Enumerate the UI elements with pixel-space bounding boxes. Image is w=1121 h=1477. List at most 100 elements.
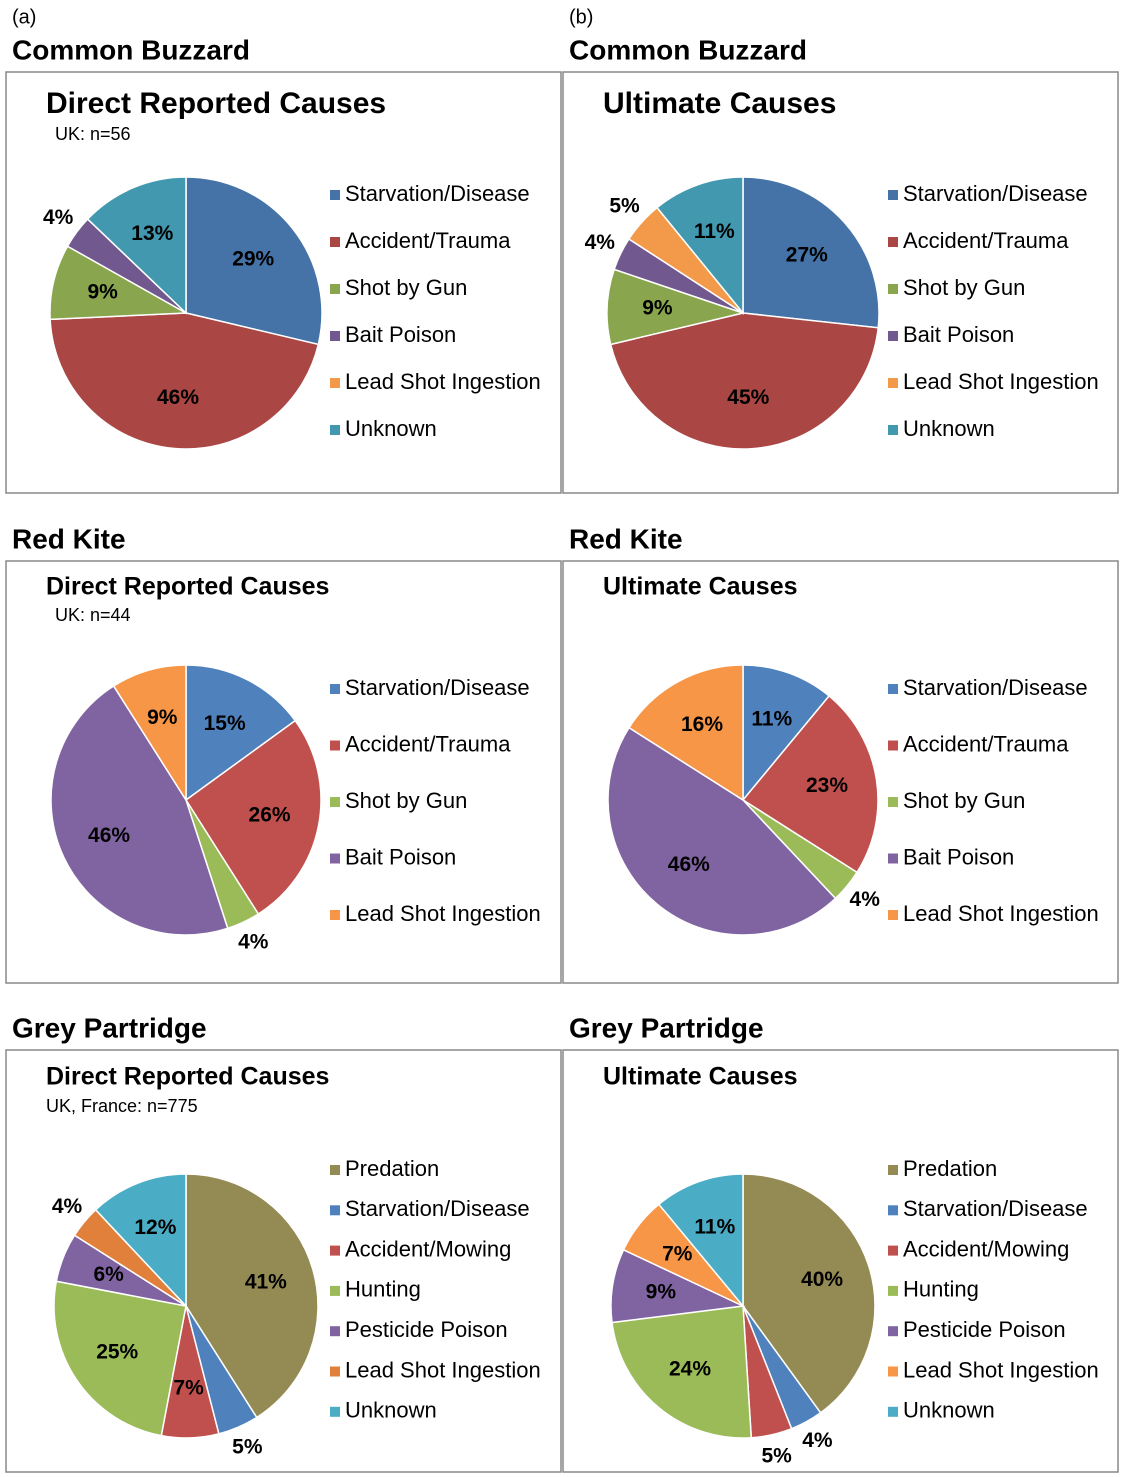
legend-swatch (888, 1366, 898, 1377)
legend-label: Starvation/Disease (903, 1196, 1088, 1221)
legend-swatch (330, 378, 340, 388)
data-label: 12% (134, 1216, 176, 1239)
panel-label: (b) (569, 6, 593, 28)
data-label: 41% (245, 1270, 287, 1293)
data-label: 4% (52, 1195, 83, 1218)
data-label: 13% (131, 222, 173, 245)
species-heading: Common Buzzard (569, 34, 807, 65)
pie-slice (627, 664, 744, 802)
legend-swatch (888, 910, 898, 920)
legend-swatch (330, 797, 340, 807)
legend-label: Accident/Trauma (903, 228, 1069, 253)
pie-slice (657, 1173, 744, 1309)
pie-slice (741, 694, 879, 874)
chart-subtitle: UK: n=44 (55, 605, 131, 625)
data-label: 40% (801, 1268, 843, 1291)
data-label: 9% (646, 1281, 677, 1304)
pie-slice (611, 1305, 753, 1439)
legend-label: Bait Poison (903, 322, 1014, 347)
legend-swatch (888, 1285, 898, 1296)
data-label: 24% (669, 1358, 711, 1381)
data-label: 11% (694, 220, 735, 243)
data-label: 16% (681, 713, 723, 736)
chart-title: Direct Reported Causes (46, 87, 386, 120)
species-heading: Red Kite (569, 523, 683, 554)
pie-slice (185, 1173, 319, 1419)
pie-slice (742, 1173, 876, 1414)
data-label: 4% (850, 888, 881, 911)
legend-label: Hunting (903, 1277, 979, 1302)
legend-label: Bait Poison (903, 844, 1014, 869)
legend-label: Hunting (345, 1277, 421, 1302)
legend-label: Shot by Gun (903, 788, 1025, 813)
legend-label: Accident/Mowing (345, 1236, 511, 1261)
data-label: 7% (662, 1243, 693, 1266)
panel-box (5, 1049, 562, 1473)
legend-label: Predation (903, 1156, 997, 1181)
panel-box (5, 71, 562, 494)
panel-box (562, 1049, 1119, 1473)
data-label: 29% (232, 247, 274, 270)
data-label: 46% (88, 824, 130, 847)
data-label: 4% (238, 930, 269, 953)
legend-swatch (888, 425, 898, 435)
legend-label: Lead Shot Ingestion (903, 1357, 1099, 1382)
legend-label: Lead Shot Ingestion (345, 901, 541, 926)
data-label: 4% (585, 231, 616, 254)
legend-swatch (888, 331, 898, 341)
chart-title: Ultimate Causes (603, 1063, 798, 1091)
legend-label: Bait Poison (345, 322, 456, 347)
legend-swatch (330, 1165, 340, 1175)
legend-label: Unknown (345, 416, 437, 441)
chart-title: Direct Reported Causes (46, 1063, 329, 1091)
legend-label: Accident/Trauma (345, 228, 511, 253)
data-label: 11% (751, 708, 792, 731)
legend-swatch (888, 1245, 898, 1256)
pie-slice (609, 312, 880, 450)
legend-label: Pesticide Poison (345, 1317, 508, 1342)
data-label: 4% (43, 206, 74, 229)
legend-swatch (330, 1245, 340, 1256)
pie-slice (185, 664, 297, 802)
data-label: 5% (232, 1435, 263, 1458)
legend-label: Starvation/Disease (345, 181, 530, 206)
pie-slice (655, 176, 744, 316)
pie-slice (49, 312, 320, 450)
legend-swatch (888, 1406, 898, 1417)
data-label: 4% (802, 1429, 833, 1452)
data-label: 46% (157, 386, 199, 409)
panel-box (562, 71, 1119, 494)
panel-box (5, 560, 562, 984)
legend-swatch (888, 190, 898, 200)
panel-label: (a) (12, 6, 36, 28)
legend-label: Accident/Mowing (903, 1236, 1069, 1261)
pie-slice (742, 664, 831, 803)
pie-slice (607, 726, 837, 936)
legend-swatch (330, 1285, 340, 1296)
chart-subtitle: UK: n=56 (55, 124, 131, 144)
data-label: 5% (609, 194, 640, 217)
data-label: 15% (204, 712, 246, 735)
species-heading: Grey Partridge (12, 1012, 207, 1043)
legend-label: Accident/Trauma (903, 731, 1069, 756)
legend-label: Shot by Gun (903, 275, 1025, 300)
species-heading: Red Kite (12, 523, 126, 554)
legend-label: Unknown (903, 416, 995, 441)
legend-label: Shot by Gun (345, 788, 467, 813)
legend-label: Lead Shot Ingestion (345, 1357, 541, 1382)
legend-label: Unknown (903, 1398, 995, 1423)
legend-label: Lead Shot Ingestion (903, 369, 1099, 394)
legend-label: Starvation/Disease (345, 1196, 530, 1221)
legend-swatch (888, 740, 898, 751)
legend-swatch (330, 284, 340, 294)
legend-swatch (330, 1205, 340, 1216)
pie-slice (94, 1173, 187, 1308)
legend-label: Lead Shot Ingestion (903, 901, 1099, 926)
data-label: 7% (173, 1377, 204, 1400)
legend-label: Lead Shot Ingestion (345, 369, 541, 394)
pie-slice (50, 684, 229, 936)
legend-swatch (888, 797, 898, 807)
legend-label: Starvation/Disease (903, 675, 1088, 700)
chart-title: Ultimate Causes (603, 573, 798, 601)
data-label: 9% (87, 281, 118, 304)
